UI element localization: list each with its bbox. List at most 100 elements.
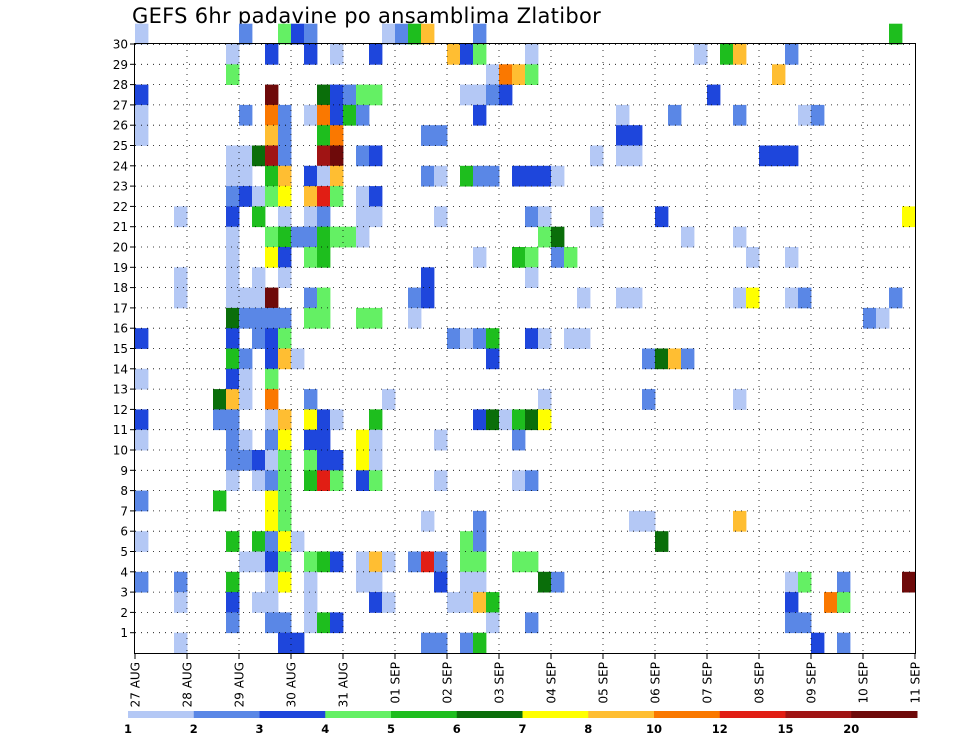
heatmap-cell [616, 145, 630, 167]
heatmap-cell [538, 226, 552, 248]
heatmap-cell [278, 125, 292, 146]
heatmap-cell [369, 450, 383, 471]
heatmap-cell [837, 571, 851, 593]
heatmap-cell [551, 165, 565, 187]
heatmap-cell [265, 145, 279, 167]
legend-swatch [391, 711, 458, 718]
heatmap-cell [226, 470, 240, 491]
heatmap-cell [330, 84, 344, 106]
y-tick-label: 30 [113, 38, 128, 52]
heatmap-cell [291, 348, 305, 370]
heatmap-cell [317, 409, 331, 431]
heatmap-cell [577, 328, 591, 349]
y-tick-label: 2 [120, 606, 128, 620]
heatmap-cell [304, 186, 318, 207]
heatmap-cell [759, 145, 773, 167]
heatmap-cell [239, 186, 253, 207]
heatmap-cell [421, 125, 435, 146]
x-tick-label: 06 SEP [649, 662, 663, 704]
y-tick-label: 9 [120, 464, 128, 478]
heatmap-cell [278, 551, 292, 573]
heatmap-cell [473, 165, 487, 187]
heatmap-cell [135, 125, 149, 146]
x-tick-label: 07 SEP [701, 662, 715, 704]
heatmap-cell [460, 592, 474, 613]
x-tick-label: 31 AUG [337, 662, 351, 707]
heatmap-cell [486, 348, 500, 370]
heatmap-cell [265, 409, 279, 431]
heatmap-cell [317, 247, 331, 268]
heatmap-cell [785, 571, 799, 593]
legend-label: 5 [387, 722, 395, 736]
heatmap-cell [408, 551, 422, 573]
heatmap-cell [317, 186, 331, 207]
heatmap-cell [304, 409, 318, 431]
heatmap-cell [278, 307, 292, 329]
heatmap-cell [798, 612, 812, 634]
heatmap-cell [473, 632, 487, 654]
heatmap-cell [525, 267, 539, 288]
legend-label: 15 [777, 722, 793, 736]
heatmap-cell [252, 328, 266, 349]
legend-swatch [259, 711, 326, 718]
legend-label: 12 [712, 722, 728, 736]
legend-label: 20 [843, 722, 859, 736]
heatmap-cell [473, 409, 487, 431]
heatmap-cell [278, 450, 292, 471]
heatmap-cell [226, 450, 240, 471]
y-tick-label: 24 [113, 159, 128, 173]
heatmap-cell [226, 186, 240, 207]
heatmap-cell [434, 165, 448, 187]
heatmap-cell [330, 409, 344, 431]
heatmap-cell [135, 429, 149, 451]
heatmap-cell [356, 470, 370, 491]
heatmap-cell [473, 247, 487, 268]
heatmap-cell [226, 145, 240, 167]
heatmap-cell [265, 450, 279, 471]
heatmap-cell [304, 23, 318, 45]
y-tick-label: 27 [113, 98, 128, 112]
heatmap-cell [317, 104, 331, 126]
heatmap-cell [629, 510, 643, 532]
heatmap-cell [629, 287, 643, 309]
heatmap-cell [889, 23, 903, 45]
heatmap-cell [512, 470, 526, 491]
heatmap-cell [616, 287, 630, 309]
heatmap-cell [343, 226, 357, 248]
heatmap-cell [239, 104, 253, 126]
heatmap-cell [278, 145, 292, 167]
heatmap-cell [369, 44, 383, 65]
heatmap-cell [655, 206, 669, 228]
heatmap-cell [317, 145, 331, 167]
heatmap-cell [239, 368, 253, 390]
legend-swatch [588, 711, 655, 718]
heatmap-cell [356, 84, 370, 106]
heatmap-cell [369, 571, 383, 593]
heatmap-cell [811, 632, 825, 654]
heatmap-cell [512, 409, 526, 431]
heatmap-cell [239, 307, 253, 329]
heatmap-cell [499, 64, 513, 85]
heatmap-cell [733, 104, 747, 126]
heatmap-cell [356, 450, 370, 471]
heatmap-cell [421, 510, 435, 532]
x-tick-label: 03 SEP [493, 662, 507, 704]
heatmap-cell [681, 348, 695, 370]
legend-label: 10 [646, 722, 662, 736]
heatmap-cell [278, 510, 292, 532]
heatmap-cell [135, 104, 149, 126]
grid-lines [135, 44, 915, 653]
heatmap-cell [174, 571, 188, 593]
heatmap-cell [551, 571, 565, 593]
heatmap-cell [564, 247, 578, 268]
y-tick-label: 23 [113, 180, 128, 194]
heatmap-cell [746, 287, 760, 309]
heatmap-cell [889, 287, 903, 309]
heatmap-cell [460, 165, 474, 187]
heatmap-cell [434, 470, 448, 491]
heatmap-cell [317, 307, 331, 329]
heatmap-cell [785, 612, 799, 634]
heatmap-cell [278, 104, 292, 126]
heatmap-cell [304, 389, 318, 410]
heatmap-cell [434, 551, 448, 573]
